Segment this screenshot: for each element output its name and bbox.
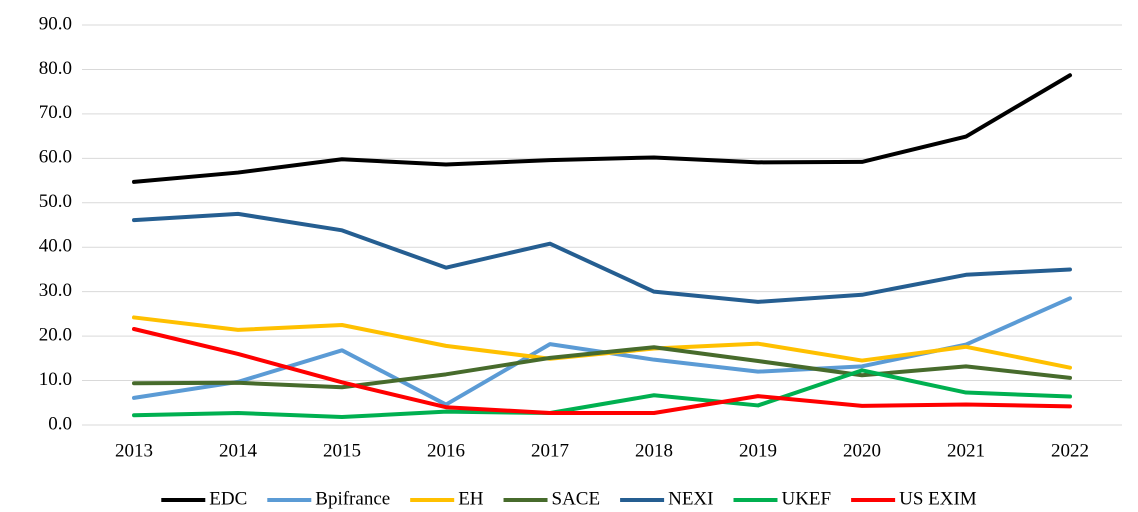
legend-label: EH (458, 488, 484, 509)
legend-label: US EXIM (899, 488, 977, 509)
x-tick-label: 2016 (427, 440, 465, 461)
legend-label: EDC (209, 488, 247, 509)
legend-label: UKEF (781, 488, 831, 509)
x-tick-label: 2020 (843, 440, 881, 461)
x-tick-label: 2017 (531, 440, 569, 461)
legend-label: SACE (552, 488, 601, 509)
line-series (132, 73, 1072, 184)
x-tick-label: 2014 (219, 440, 258, 461)
line-series (132, 327, 1072, 415)
legend-label: NEXI (668, 488, 713, 509)
y-tick-label: 70.0 (39, 102, 72, 123)
line-series (132, 211, 1072, 304)
line-series (132, 315, 1072, 370)
x-tick-label: 2018 (635, 440, 673, 461)
x-tick-label: 2019 (739, 440, 777, 461)
y-tick-label: 10.0 (39, 369, 72, 390)
y-tick-label: 30.0 (39, 280, 72, 301)
y-tick-label: 50.0 (39, 191, 72, 212)
legend-label: Bpifrance (315, 488, 390, 509)
x-tick-label: 2022 (1051, 440, 1089, 461)
line-series (132, 368, 1072, 419)
y-tick-label: 20.0 (39, 324, 72, 345)
line-series (132, 345, 1072, 390)
y-tick-label: 0.0 (48, 413, 72, 434)
y-tick-label: 90.0 (39, 13, 72, 34)
y-tick-label: 60.0 (39, 147, 72, 168)
x-tick-label: 2021 (947, 440, 985, 461)
x-tick-label: 2015 (323, 440, 361, 461)
y-tick-label: 40.0 (39, 236, 72, 257)
y-tick-label: 80.0 (39, 58, 72, 79)
x-tick-label: 2013 (115, 440, 153, 461)
